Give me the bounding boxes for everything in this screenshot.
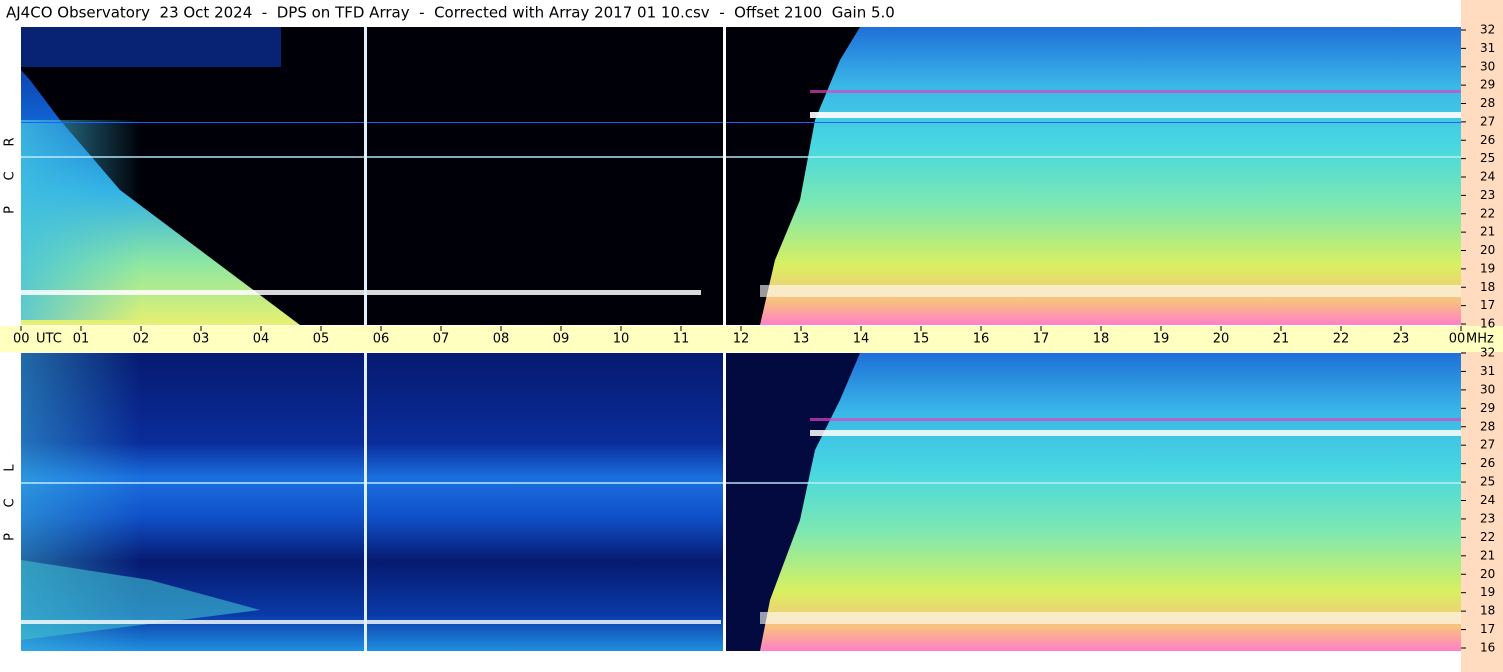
freq-label: 16 [1480, 641, 1495, 655]
bottom-margin [0, 651, 1461, 672]
freq-label: 16 [1480, 317, 1495, 331]
time-label: 01 [73, 332, 90, 347]
freq-unit: MHz [1466, 332, 1494, 347]
time-label: 00 [13, 332, 30, 347]
time-strip [0, 326, 1461, 352]
freq-label: 19 [1480, 585, 1495, 599]
freq-label: 29 [1480, 401, 1495, 415]
panel-letter: C [3, 498, 18, 507]
freq-label: 25 [1480, 151, 1495, 165]
lcp-day [730, 353, 1461, 651]
lcp-streak [760, 612, 1461, 624]
rcp-marker [364, 27, 367, 325]
freq-label: 21 [1480, 548, 1495, 562]
rcp-band [21, 27, 281, 67]
freq-label: 26 [1480, 133, 1495, 147]
freq-label: 20 [1480, 243, 1495, 257]
rcp-day [730, 27, 1461, 325]
lcp-streak [21, 482, 1461, 484]
rcp-marker [723, 27, 726, 325]
freq-label: 30 [1480, 382, 1495, 396]
freq-label: 22 [1480, 206, 1495, 220]
time-label: 03 [193, 332, 210, 347]
time-label: 17 [1033, 332, 1050, 347]
freq-label: 23 [1480, 188, 1495, 202]
time-label: 15 [913, 332, 930, 347]
freq-label: 19 [1480, 261, 1495, 275]
freq-label: 21 [1480, 225, 1495, 239]
rcp-night [21, 27, 860, 325]
time-label: 07 [433, 332, 450, 347]
rcp-panel [21, 27, 1461, 325]
lcp-marker [364, 353, 367, 651]
time-label: 12 [733, 332, 750, 347]
time-label: 14 [853, 332, 870, 347]
lcp-streak [810, 430, 1461, 436]
freq-label: 27 [1480, 438, 1495, 452]
freq-label: 32 [1480, 23, 1495, 37]
freq-label: 31 [1480, 41, 1495, 55]
freq-label: 24 [1480, 170, 1495, 184]
freq-label: 17 [1480, 622, 1495, 636]
time-label: 02 [133, 332, 150, 347]
rcp-fade [21, 120, 141, 320]
left-strip [0, 27, 21, 326]
freq-label: 29 [1480, 78, 1495, 92]
panel-letter: R [3, 137, 18, 146]
time-strip-end [1461, 326, 1503, 352]
time-label: 22 [1333, 332, 1350, 347]
time-label: 16 [973, 332, 990, 347]
lcp-night [726, 353, 860, 651]
time-label: 00 [1449, 332, 1466, 347]
left-strip [0, 352, 21, 651]
freq-label: 32 [1480, 346, 1495, 360]
lcp-streak [21, 620, 721, 624]
freq-label: 20 [1480, 567, 1495, 581]
time-label: 21 [1273, 332, 1290, 347]
time-label: 20 [1213, 332, 1230, 347]
panel-letter: P [3, 533, 18, 541]
freq-label: 25 [1480, 475, 1495, 489]
freq-label: 31 [1480, 364, 1495, 378]
time-label: 23 [1393, 332, 1410, 347]
freq-label: 17 [1480, 298, 1495, 312]
rcp-streak [21, 122, 1461, 123]
freq-label: 30 [1480, 59, 1495, 73]
rcp-streak [21, 156, 1461, 158]
title: AJ4CO Observatory 23 Oct 2024 - DPS on T… [6, 4, 895, 22]
freq-label: 26 [1480, 456, 1495, 470]
time-unit: UTC [36, 332, 62, 347]
freq-label: 18 [1480, 280, 1495, 294]
panel-letter: P [3, 206, 18, 214]
rcp-streak [21, 290, 701, 295]
rcp-streak [810, 112, 1461, 118]
freq-label: 28 [1480, 419, 1495, 433]
time-label: 10 [613, 332, 630, 347]
time-label: 04 [253, 332, 270, 347]
time-label: 19 [1153, 332, 1170, 347]
panel-letter: C [3, 171, 18, 180]
rcp-streak [810, 90, 1461, 93]
lcp-streak [810, 418, 1461, 421]
lcp-panel [21, 353, 1461, 651]
time-label: 18 [1093, 332, 1110, 347]
time-label: 11 [673, 332, 690, 347]
lcp-marker [723, 353, 726, 651]
freq-label: 18 [1480, 604, 1495, 618]
time-label: 13 [793, 332, 810, 347]
time-label: 09 [553, 332, 570, 347]
freq-label: 24 [1480, 493, 1495, 507]
freq-label: 23 [1480, 511, 1495, 525]
freq-label: 28 [1480, 96, 1495, 110]
freq-label: 27 [1480, 114, 1495, 128]
freq-label: 22 [1480, 530, 1495, 544]
rcp-streak [760, 285, 1461, 297]
time-label: 08 [493, 332, 510, 347]
time-label: 06 [373, 332, 390, 347]
title-bar [0, 0, 1461, 27]
time-label: 05 [313, 332, 330, 347]
panel-letter: L [3, 464, 18, 472]
